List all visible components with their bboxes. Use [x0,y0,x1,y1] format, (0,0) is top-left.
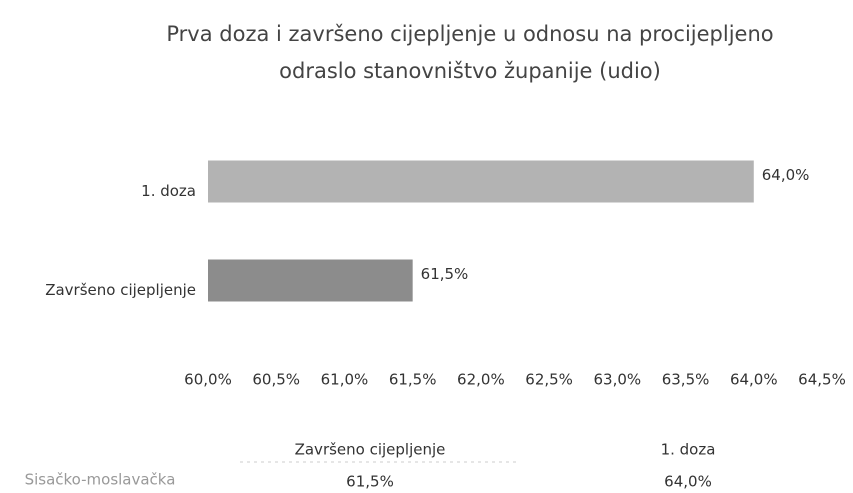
table-cell: 61,5% [346,473,394,491]
chart-title: odraslo stanovništvo županije (udio) [279,59,661,83]
x-tick-label: 60,0% [184,371,232,389]
y-tick-label: 1. doza [141,182,196,200]
x-tick-label: 64,5% [798,371,846,389]
table-row-label: Sisačko-moslavačka [25,471,176,489]
data-label: 64,0% [762,166,810,184]
x-tick-label: 61,5% [389,371,437,389]
x-tick-label: 63,5% [662,371,710,389]
table-header: 1. doza [661,441,716,459]
x-tick-label: 61,0% [321,371,369,389]
x-tick-label: 64,0% [730,371,778,389]
chart-title: Prva doza i završeno cijepljenje u odnos… [166,22,773,46]
bar [208,259,413,302]
x-tick-label: 60,5% [252,371,300,389]
x-tick-label: 63,0% [594,371,642,389]
data-label: 61,5% [421,265,469,283]
x-tick-label: 62,5% [525,371,573,389]
bar [208,160,754,203]
x-tick-label: 62,0% [457,371,505,389]
table-header: Završeno cijepljenje [295,441,446,459]
y-tick-label: Završeno cijepljenje [45,281,196,299]
table-cell: 64,0% [664,473,712,491]
